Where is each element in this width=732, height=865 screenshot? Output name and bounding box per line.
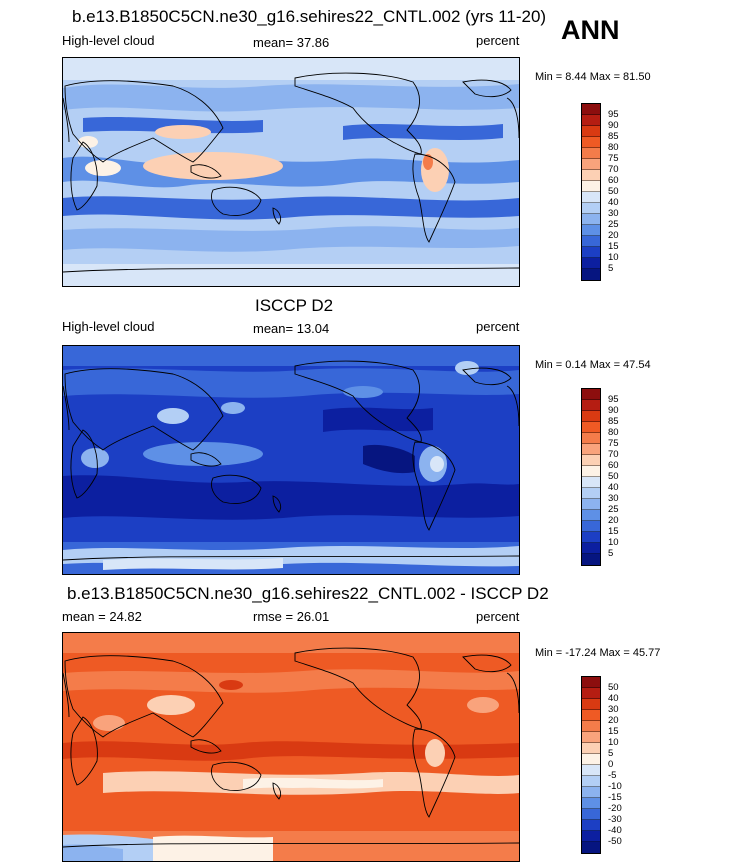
colorbar-tick-label: 50 bbox=[608, 186, 619, 197]
colorbar-tick-label: 75 bbox=[608, 438, 619, 449]
colorbar-tick-label: 60 bbox=[608, 460, 619, 471]
colorbar-tick-label: 30 bbox=[608, 208, 619, 219]
colorbar-tick-label: 80 bbox=[608, 427, 619, 438]
panel3-title: b.e13.B1850C5CN.ne30_g16.sehires22_CNTL.… bbox=[67, 584, 549, 603]
panel2-title: ISCCP D2 bbox=[255, 296, 334, 315]
colorbar-tick-label: 15 bbox=[608, 726, 619, 737]
colorbar-tick-label: 10 bbox=[608, 252, 619, 263]
colorbar-tick-label: 85 bbox=[608, 131, 619, 142]
colorbar-tick-label: 40 bbox=[608, 197, 619, 208]
colorbar-tick-label: -20 bbox=[608, 803, 622, 814]
colorbar-tick-label: 90 bbox=[608, 405, 619, 416]
colorbar-tick-label: 15 bbox=[608, 241, 619, 252]
season-label: ANN bbox=[561, 15, 620, 45]
colorbar-tick-label: 60 bbox=[608, 175, 619, 186]
colorbar-tick-label: 75 bbox=[608, 153, 619, 164]
colorbar-tick-label: 25 bbox=[608, 219, 619, 230]
panel1-colorbar bbox=[581, 103, 601, 281]
panel2-units-label: percent bbox=[476, 319, 520, 334]
colorbar-tick-label: 0 bbox=[608, 759, 614, 770]
panel1-map bbox=[62, 57, 520, 287]
panel1-title: b.e13.B1850C5CN.ne30_g16.sehires22_CNTL.… bbox=[72, 7, 547, 26]
panel2-minmax-label: Min = 0.14 Max = 47.54 bbox=[535, 359, 651, 371]
colorbar-tick-label: 50 bbox=[608, 471, 619, 482]
colorbar-tick-label: 50 bbox=[608, 682, 619, 693]
panel2-mean-label: mean= 13.04 bbox=[253, 321, 330, 336]
panel1-minmax-label: Min = 8.44 Max = 81.50 bbox=[535, 71, 651, 83]
panel3-minmax-label: Min = -17.24 Max = 45.77 bbox=[535, 647, 661, 659]
panel1-units-label: percent bbox=[476, 33, 520, 48]
panel1-mean-label: mean= 37.86 bbox=[253, 35, 330, 50]
colorbar-tick-label: 40 bbox=[608, 693, 619, 704]
colorbar-tick-label: -40 bbox=[608, 825, 622, 836]
colorbar-tick-label: 20 bbox=[608, 230, 619, 241]
colorbar-tick-label: -50 bbox=[608, 836, 622, 847]
colorbar-tick-label: 5 bbox=[608, 748, 614, 759]
colorbar-tick-label: 10 bbox=[608, 737, 619, 748]
colorbar-tick-label: -5 bbox=[608, 770, 617, 781]
colorbar-tick-label: 90 bbox=[608, 120, 619, 131]
colorbar-tick-label: 5 bbox=[608, 548, 614, 559]
colorbar-tick-label: 5 bbox=[608, 263, 614, 274]
colorbar-tick-label: 70 bbox=[608, 164, 619, 175]
colorbar-tick-label: 70 bbox=[608, 449, 619, 460]
colorbar-tick-label: 30 bbox=[608, 493, 619, 504]
colorbar-tick-label: -30 bbox=[608, 814, 622, 825]
colorbar-tick-label: 40 bbox=[608, 482, 619, 493]
panel2-map bbox=[62, 345, 520, 575]
colorbar-tick-label: 20 bbox=[608, 515, 619, 526]
panel3-colorbar bbox=[581, 676, 601, 854]
colorbar-tick-label: 80 bbox=[608, 142, 619, 153]
colorbar-tick-label: -10 bbox=[608, 781, 622, 792]
colorbar-tick-label: 15 bbox=[608, 526, 619, 537]
colorbar-tick-label: 25 bbox=[608, 504, 619, 515]
panel3-rmse-label: rmse = 26.01 bbox=[253, 609, 330, 624]
colorbar-tick-label: 85 bbox=[608, 416, 619, 427]
panel3-map bbox=[62, 632, 520, 862]
panel3-mean-label: mean = 24.82 bbox=[62, 609, 142, 624]
colorbar-tick-label: -15 bbox=[608, 792, 622, 803]
colorbar-tick-label: 10 bbox=[608, 537, 619, 548]
colorbar-tick-label: 95 bbox=[608, 394, 619, 405]
panel3-units-label: percent bbox=[476, 609, 520, 624]
colorbar-tick-label: 20 bbox=[608, 715, 619, 726]
panel1-variable-label: High-level cloud bbox=[62, 33, 155, 48]
colorbar-tick-label: 30 bbox=[608, 704, 619, 715]
panel2-colorbar bbox=[581, 388, 601, 566]
panel2-variable-label: High-level cloud bbox=[62, 319, 155, 334]
colorbar-tick-label: 95 bbox=[608, 109, 619, 120]
